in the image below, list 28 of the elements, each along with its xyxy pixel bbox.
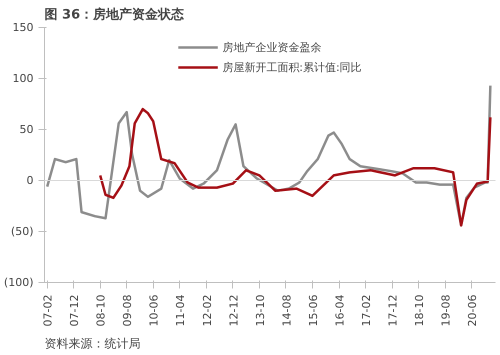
x-tick-label: 17-02 [360,294,374,326]
x-tick-label: 10-06 [148,294,161,326]
x-tick-label: 12-02 [200,294,214,326]
x-tick-label: 20-06 [466,294,480,326]
legend-label: 房地产企业资金盈余 [222,40,322,54]
x-tick-label: 12-12 [227,294,240,326]
x-tick-label: 18-10 [413,294,426,326]
x-tick-label: 13-10 [254,294,267,326]
line-series [98,108,492,227]
y-tick-label: (50) [10,225,34,238]
x-tick-label: 17-12 [386,294,400,326]
y-tick-label: (100) [4,276,34,289]
x-tick-label: 11-04 [174,294,188,326]
x-tick-label: 08-10 [94,294,108,326]
y-tick-label: 150 [12,21,34,34]
x-tick-label: 07-12 [68,294,82,326]
x-tick-label: 07-02 [42,294,55,326]
legend-label: 房屋新开工面积:累计值:同比 [222,60,362,74]
y-tick-label: 0 [26,174,34,187]
x-tick-label: 09-08 [121,294,134,326]
y-tick-label: 100 [12,72,34,85]
text: 资料来源：统计局 [44,336,140,350]
x-tick-label: 16-04 [334,294,347,326]
x-tick-label: 19-08 [440,294,453,326]
x-tick-label: 14-08 [280,294,294,326]
y-tick-label: 50 [20,123,34,136]
x-tick-label: 15-06 [306,294,320,326]
chart-title: 图 36：房地产资金状态 [44,6,186,22]
